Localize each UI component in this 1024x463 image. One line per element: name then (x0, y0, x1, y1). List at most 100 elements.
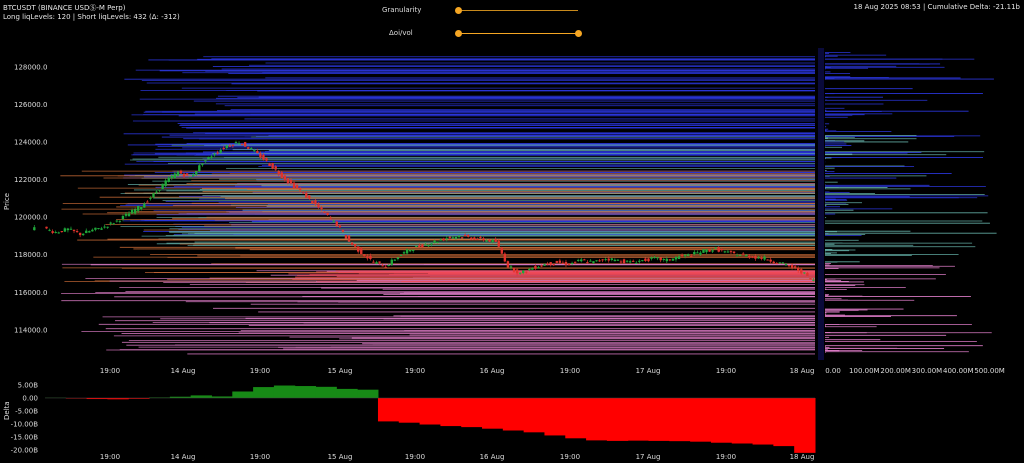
delta-tick-label: -10.00B (11, 421, 39, 429)
candle-body (115, 220, 119, 222)
candle-body (259, 153, 262, 158)
candle-body (580, 259, 583, 262)
candle-body (601, 259, 604, 261)
time-tick-label: 14 Aug (171, 367, 196, 375)
delta-bar (65, 398, 88, 399)
delta-time-tick-label: 19:00 (716, 453, 736, 461)
candle-body (60, 231, 64, 233)
candle-body (308, 195, 311, 199)
candle-body (546, 263, 549, 265)
candle-body (506, 261, 510, 268)
delta-time-tick-label: 19:00 (100, 453, 120, 461)
candle-body (616, 259, 620, 261)
delta-tick-label: -15.00B (11, 434, 39, 442)
oivol-slider-handle-min[interactable] (455, 30, 462, 37)
candle-body (97, 228, 100, 230)
time-tick-label: 18 Aug (790, 367, 815, 375)
oivol-slider-handle-max[interactable] (575, 30, 582, 37)
delta-bar (336, 388, 358, 398)
price-tick-label: 122000.0 (14, 176, 47, 184)
liquidation-profile (818, 48, 997, 360)
time-tick-label: 19:00 (560, 367, 580, 375)
candle-body (784, 263, 788, 265)
candle-body (295, 185, 299, 189)
candle-body (570, 262, 574, 264)
price-tick-label: 114000.0 (14, 326, 47, 334)
candle-body (717, 247, 720, 252)
candle-body (421, 244, 424, 248)
candle-body (803, 272, 806, 274)
candle-body (671, 258, 675, 261)
candle-body (292, 182, 296, 188)
candle-body (806, 272, 809, 276)
delta-bar (710, 398, 733, 443)
candle-body (344, 234, 348, 239)
candle-body (754, 255, 757, 259)
candle-body (85, 230, 88, 234)
candle-body (210, 156, 213, 158)
candle-body (81, 233, 85, 236)
delta-bar (357, 389, 379, 398)
candle-body (769, 259, 772, 262)
candle-body (246, 147, 250, 149)
granularity-slider-track[interactable] (458, 10, 578, 11)
candle-body (176, 171, 180, 176)
candle-body (561, 262, 565, 264)
liquidation-levels (60, 56, 815, 355)
candle-body (812, 280, 815, 282)
price-axis-label: Price (3, 193, 11, 210)
candle-body (705, 249, 708, 253)
granularity-slider-handle[interactable] (455, 7, 462, 14)
delta-bar (502, 398, 525, 431)
candle-body (503, 253, 507, 262)
candle-body (253, 150, 256, 152)
delta-time-tick-label: 15 Aug (328, 453, 353, 461)
candle-body (439, 239, 442, 241)
price-tick-label: 128000.0 (14, 63, 47, 71)
candle-body (720, 249, 724, 251)
oivol-slider-track[interactable] (458, 33, 578, 34)
cumulative-delta-status: 18 Aug 2025 08:53 | Cumulative Delta: -2… (853, 3, 1021, 11)
candle-body (662, 259, 665, 261)
candle-body (534, 266, 537, 269)
candle-body (760, 257, 763, 259)
candle-body (127, 213, 131, 217)
candle-body (433, 240, 436, 243)
candle-body (677, 256, 681, 260)
candle-body (360, 248, 363, 255)
candle-body (741, 253, 745, 255)
delta-bar (86, 398, 108, 400)
delta-time-tick-label: 19:00 (405, 453, 425, 461)
candle-body (188, 177, 192, 179)
candle-body (170, 175, 174, 178)
delta-time-tick-label: 19:00 (560, 453, 580, 461)
candle-body (195, 171, 198, 175)
candle-body (748, 255, 751, 258)
candle-body (479, 236, 482, 238)
candle-body (436, 241, 439, 243)
candle-body (714, 247, 717, 249)
candle-body (708, 249, 711, 252)
delta-axis-label: Delta (3, 401, 11, 420)
price-tick-label: 126000.0 (14, 101, 47, 109)
candle-body (589, 260, 592, 262)
candle-body (280, 172, 284, 178)
candle-body (191, 174, 195, 177)
candle-body (491, 239, 494, 242)
candle-body (341, 230, 345, 232)
candle-body (375, 262, 378, 264)
time-tick-label: 19:00 (716, 367, 736, 375)
delta-bar (128, 398, 150, 399)
candle-body (369, 255, 372, 259)
candle-body (268, 163, 271, 166)
candle-body (711, 250, 714, 252)
candle-body (130, 209, 134, 214)
candle-body (45, 226, 48, 229)
candle-body (693, 251, 696, 255)
candle-body (167, 177, 170, 183)
candle-body (674, 256, 678, 260)
candle-body (63, 228, 67, 232)
candle-body (549, 262, 552, 265)
candle-body (607, 258, 610, 261)
candle-body (381, 265, 384, 267)
